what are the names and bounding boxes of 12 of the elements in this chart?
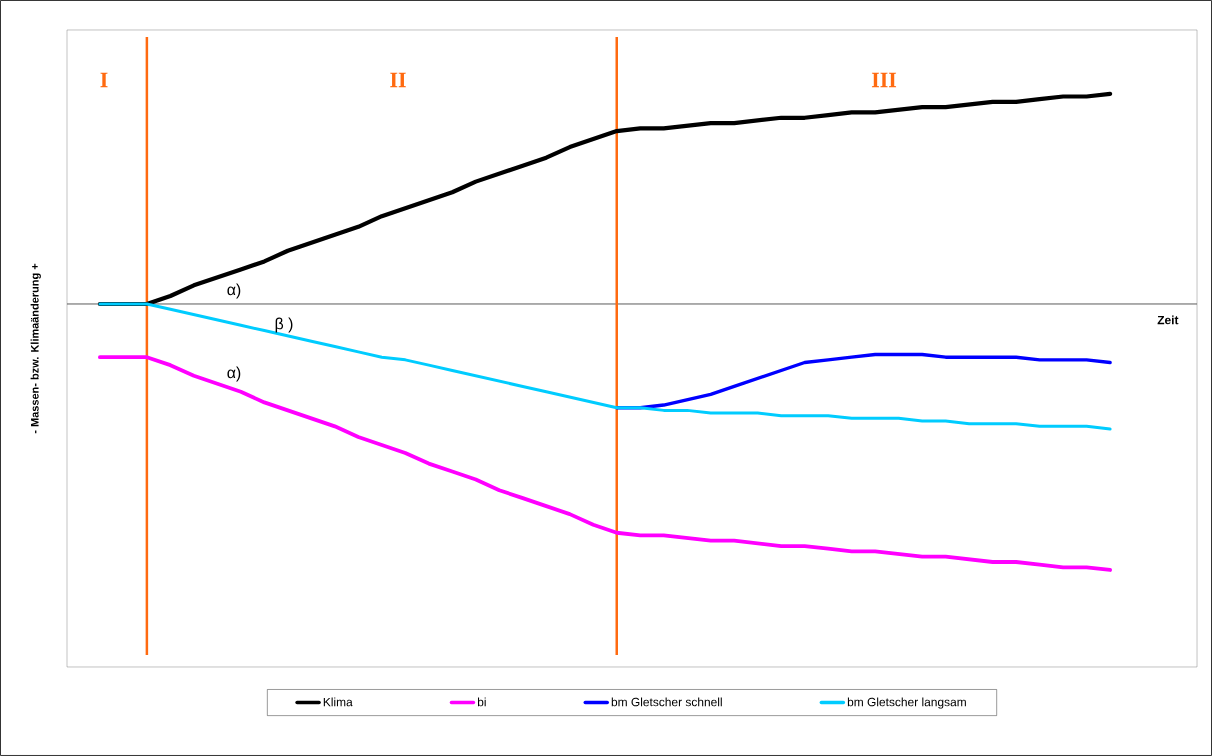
legend-label: bi xyxy=(477,697,486,707)
annotation: α) xyxy=(227,283,241,299)
annotation: α) xyxy=(227,366,241,382)
annotation: β ) xyxy=(275,317,293,333)
legend-label: bm Gletscher langsam xyxy=(847,697,966,709)
text: II xyxy=(390,72,406,88)
legend-label: bm Gletscher schnell xyxy=(611,697,722,707)
legend-label: Klima xyxy=(323,697,353,707)
text: I xyxy=(100,72,108,88)
x-axis-title: Zeit xyxy=(1157,315,1179,325)
y-axis-title: - Massen- bzw. Klimaänderung + xyxy=(30,263,41,434)
text: III xyxy=(871,72,897,88)
